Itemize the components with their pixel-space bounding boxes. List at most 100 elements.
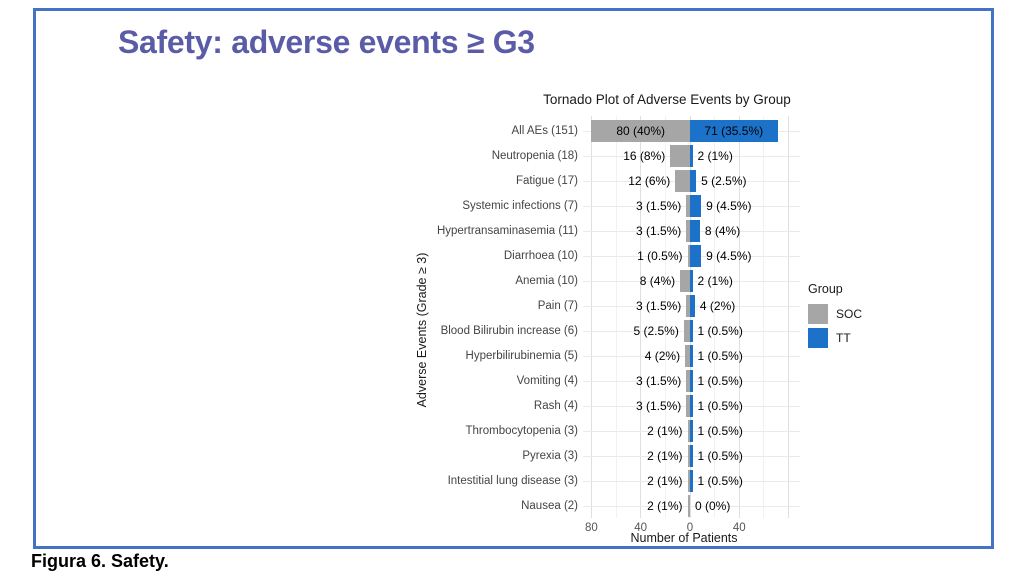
grid-line-vertical-minor [664, 116, 666, 518]
slide-border-box [33, 8, 994, 549]
soc-value-label: 12 (6%) [628, 174, 671, 188]
grid-line-vertical-major [590, 116, 592, 518]
soc-bar [686, 395, 690, 417]
tt-value-label: 71 (35.5%) [704, 124, 764, 138]
soc-bar [680, 270, 690, 292]
soc-value-label: 5 (2.5%) [633, 324, 679, 338]
tt-bar [690, 195, 702, 217]
tt-bar [690, 395, 693, 417]
tt-bar [690, 320, 693, 342]
soc-value-label: 8 (4%) [639, 274, 676, 288]
tt-value-label: 1 (0.5%) [697, 424, 743, 438]
category-label: Anemia (10) [515, 275, 578, 287]
category-label: Hypertransaminasemia (11) [436, 225, 578, 237]
tt-value-label: 1 (0.5%) [697, 324, 743, 338]
tt-value-label: 2 (1%) [697, 149, 733, 163]
tt-value-label: 4 (2%) [699, 299, 736, 313]
tt-bar [690, 170, 697, 192]
tt-value-label: 9 (4.5%) [706, 249, 752, 263]
grid-line-vertical-major [640, 116, 642, 518]
category-label: Thrombocytopenia (3) [465, 425, 579, 437]
grid-line-vertical-minor [763, 116, 765, 518]
soc-value-label: 16 (8%) [623, 149, 666, 163]
tt-value-label: 1 (0.5%) [697, 399, 743, 413]
y-axis-title: Adverse Events (Grade ≥ 3) [415, 252, 429, 408]
tt-value-label: 1 (0.5%) [697, 449, 743, 463]
soc-value-label: 2 (1%) [647, 474, 683, 488]
soc-bar [687, 420, 690, 442]
category-label: Intestitial lung disease (3) [447, 475, 578, 487]
grid-line-vertical-major [689, 116, 691, 518]
category-label: Pain (7) [537, 300, 578, 312]
chart-title: Tornado Plot of Adverse Events by Group [543, 92, 791, 107]
tt-bar [690, 370, 693, 392]
soc-value-label: 4 (2%) [644, 349, 681, 363]
soc-value-label: 3 (1.5%) [635, 399, 682, 413]
soc-bar [687, 495, 690, 517]
soc-value-label: 2 (1%) [647, 424, 683, 438]
soc-value-label: 80 (40%) [616, 124, 666, 138]
x-tick-label: 80 [584, 522, 598, 534]
category-label: All AEs (151) [511, 125, 578, 137]
category-label: Pyrexia (3) [522, 450, 578, 462]
tt-value-label: 5 (2.5%) [701, 174, 747, 188]
tt-value-label: 8 (4%) [704, 224, 741, 238]
tt-bar [690, 245, 702, 267]
legend-swatch-soc [808, 304, 828, 324]
soc-bar [686, 370, 690, 392]
x-tick-label: 40 [634, 522, 648, 534]
category-label: Systemic infections (7) [462, 200, 578, 212]
category-label: Fatigue (17) [515, 175, 578, 187]
soc-value-label: 3 (1.5%) [635, 374, 682, 388]
figure-caption: Figura 6. Safety. [31, 551, 169, 571]
tt-bar [690, 295, 695, 317]
legend-label-tt: TT [836, 331, 851, 345]
tt-value-label: 1 (0.5%) [697, 474, 743, 488]
tt-value-label: 1 (0.5%) [697, 349, 743, 363]
tt-value-label: 0 (0%) [695, 499, 731, 513]
soc-value-label: 3 (1.5%) [635, 199, 682, 213]
category-label: Hyperbilirubinemia (5) [465, 350, 578, 362]
tt-bar [690, 120, 778, 142]
soc-bar [670, 145, 690, 167]
x-tick-label: 40 [732, 522, 746, 534]
soc-bar [683, 320, 690, 342]
grid-line-horizontal [583, 505, 800, 507]
category-label: Neutropenia (18) [491, 150, 578, 162]
category-label: Blood Bilirubin increase (6) [440, 325, 578, 337]
tt-value-label: 1 (0.5%) [697, 374, 743, 388]
soc-value-label: 2 (1%) [647, 449, 683, 463]
slide-title: Safety: adverse events ≥ G3 [118, 24, 535, 60]
x-tick-label: 0 [686, 522, 694, 534]
tt-bar [690, 420, 693, 442]
tt-bar [690, 445, 693, 467]
soc-bar [675, 170, 690, 192]
soc-value-label: 3 (1.5%) [635, 224, 682, 238]
tt-bar [690, 220, 700, 242]
tt-bar [690, 145, 693, 167]
soc-bar [686, 220, 690, 242]
soc-bar [687, 470, 690, 492]
tt-bar [690, 345, 693, 367]
soc-bar [685, 345, 690, 367]
category-label: Rash (4) [533, 400, 578, 412]
legend-title: Group [808, 282, 843, 296]
tt-bar [690, 270, 693, 292]
category-label: Diarrhoea (10) [503, 250, 578, 262]
soc-bar [687, 445, 690, 467]
legend-swatch-tt [808, 328, 828, 348]
category-label: Nausea (2) [521, 500, 578, 512]
soc-bar [591, 120, 690, 142]
grid-line-vertical-major [788, 116, 790, 518]
grid-line-vertical-minor [714, 116, 716, 518]
legend-label-soc: SOC [836, 307, 863, 321]
x-axis-title: Number of Patients [630, 531, 738, 545]
soc-bar [686, 195, 690, 217]
category-label: Vomiting (4) [516, 375, 578, 387]
soc-value-label: 2 (1%) [647, 499, 683, 513]
tt-value-label: 9 (4.5%) [706, 199, 752, 213]
tt-bar [690, 470, 693, 492]
grid-line-vertical-minor [615, 116, 617, 518]
